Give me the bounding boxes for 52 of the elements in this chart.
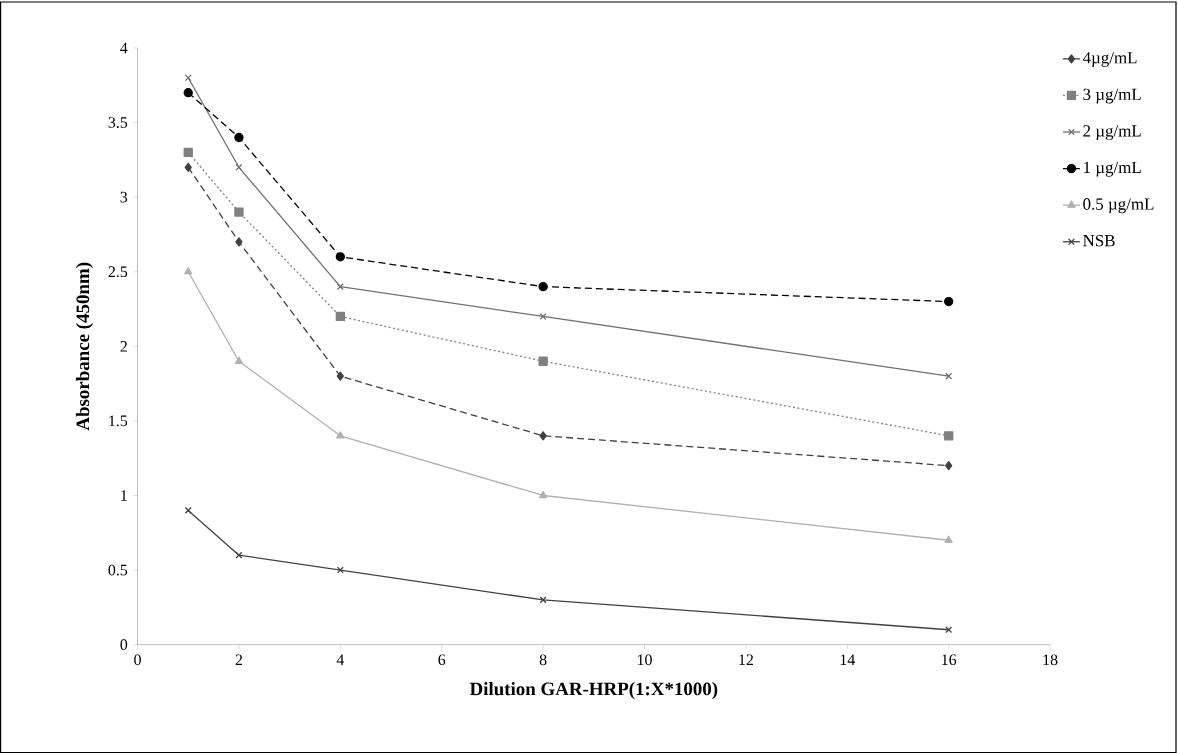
point — [945, 372, 953, 380]
x-tick-label: 16 — [942, 654, 957, 666]
point — [539, 490, 548, 499]
y-tick-label: 0 — [120, 639, 128, 650]
point — [944, 535, 953, 543]
y-tick-label: 4 — [120, 42, 128, 54]
point — [336, 371, 344, 381]
y-tick-label: 1 — [121, 490, 127, 501]
point — [234, 132, 244, 143]
x-tick-label: 4 — [336, 654, 345, 665]
x-tick-label: 12 — [739, 654, 753, 665]
point — [184, 506, 192, 514]
y-tick-label: 2 — [120, 340, 127, 352]
y-axis-title: Absorbance (450nm) — [75, 262, 94, 431]
y-tick-label: 1.5 — [109, 415, 128, 427]
x-tick-label: 18 — [1043, 654, 1058, 666]
point — [336, 431, 345, 439]
x-tick-label: 14 — [840, 654, 856, 665]
point — [183, 147, 193, 157]
legend-label: 4µg/mL — [1082, 52, 1137, 67]
point — [184, 266, 193, 275]
point — [184, 162, 192, 172]
x-tick-label: 10 — [637, 654, 652, 666]
point — [235, 163, 243, 171]
legend-label: 1 µg/mL — [1084, 161, 1141, 177]
x-tick-label: 0 — [134, 654, 141, 666]
y-tick-label: 0.5 — [108, 564, 128, 576]
legend-label: 2 µg/mL — [1083, 125, 1141, 140]
point — [945, 460, 953, 471]
y-tick-label: 3 — [120, 191, 128, 203]
y-tick-label: 2.5 — [108, 266, 128, 278]
y-tick-label: 3.5 — [108, 117, 128, 128]
legend-label: 3 µg/mL — [1083, 88, 1141, 104]
point — [538, 356, 548, 366]
point — [235, 237, 243, 247]
point — [539, 431, 547, 441]
point — [539, 312, 547, 320]
legend-label: 0.5 µg/mL — [1083, 198, 1154, 214]
point — [336, 566, 344, 574]
point — [335, 311, 345, 322]
point — [944, 431, 954, 441]
x-tick-label: 6 — [438, 654, 446, 666]
legend-label: NSB — [1083, 234, 1115, 247]
x-tick-label: 8 — [539, 654, 547, 666]
x-tick-label: 2 — [235, 654, 243, 665]
x-axis-title: Dilution GAR-HRP(1:X*1000) — [469, 681, 718, 700]
point — [335, 252, 345, 262]
point — [234, 207, 244, 217]
point — [538, 281, 548, 292]
point — [183, 87, 193, 98]
point — [944, 296, 954, 307]
point — [234, 356, 244, 364]
